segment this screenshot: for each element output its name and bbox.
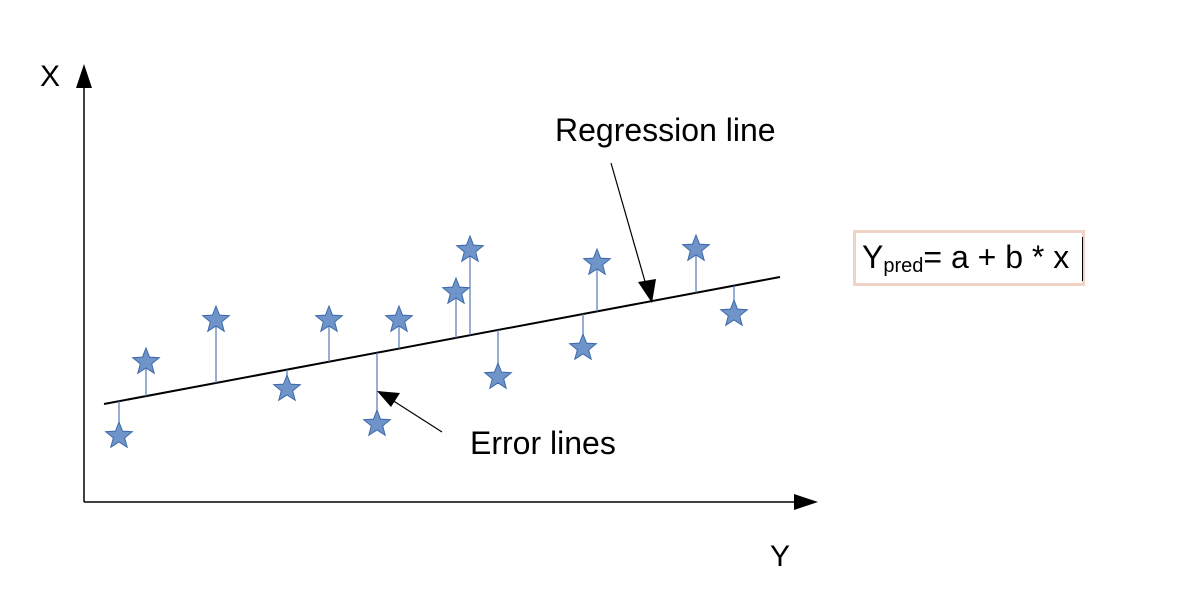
regression-pointer-line xyxy=(610,162,647,286)
horizontal-axis-arrow xyxy=(794,494,818,510)
data-point-star xyxy=(384,304,414,333)
vertical-axis-label: X xyxy=(40,60,61,93)
data-point-star xyxy=(272,373,302,402)
data-point-star xyxy=(582,247,612,276)
regression-line-label: Regression line xyxy=(555,112,776,148)
horizontal-axis-label: Y xyxy=(770,540,791,573)
data-point-star xyxy=(568,332,598,361)
data-point-star xyxy=(483,361,513,390)
formula-rest: = a + b * x xyxy=(923,239,1070,275)
data-point-star xyxy=(681,233,711,262)
formula-box[interactable]: Ypred= a + b * x xyxy=(853,230,1085,286)
vertical-axis-arrow xyxy=(76,64,92,88)
error-lines-label: Error lines xyxy=(470,425,616,461)
data-point-star xyxy=(719,298,749,327)
data-points-group xyxy=(104,233,749,449)
data-point-star xyxy=(455,234,485,263)
formula-text: Ypred= a + b * x xyxy=(862,239,1070,276)
error-pointer-line xyxy=(391,399,443,433)
data-point-star xyxy=(362,408,392,437)
formula-subscript: pred xyxy=(883,255,924,277)
data-point-star xyxy=(104,420,134,449)
formula-y: Y xyxy=(862,239,884,275)
data-point-star xyxy=(441,276,471,305)
data-point-star xyxy=(201,304,231,333)
regression-line xyxy=(103,276,781,405)
regression-pointer-arrowhead xyxy=(638,279,656,303)
error-pointer-arrowhead xyxy=(377,391,400,407)
data-point-star xyxy=(314,304,344,333)
data-point-star xyxy=(131,346,161,375)
text-cursor xyxy=(1082,237,1083,281)
